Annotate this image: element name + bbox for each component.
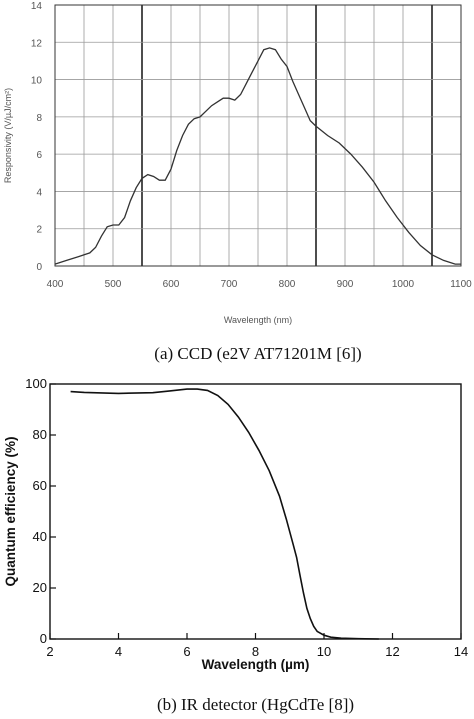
x-tick-label: 6 xyxy=(183,644,190,659)
y-tick-label: 12 xyxy=(31,38,43,49)
x-axis-label-a: Wavelength (nm) xyxy=(224,315,292,325)
x-tick-label: 1000 xyxy=(392,279,415,290)
x-tick-label: 400 xyxy=(47,279,64,290)
x-tick-label: 600 xyxy=(163,279,180,290)
plot-frame-b xyxy=(49,383,462,640)
x-tick-label: 12 xyxy=(385,644,399,659)
y-tick-label: 100 xyxy=(25,376,47,391)
y-axis-label-b: Quantum efficiency (%) xyxy=(3,436,18,586)
x-axis-label-b: Wavelength (µm) xyxy=(202,657,310,672)
ticks-a: 400 500 600 700 800 900 1000 1100 0 2 4 6 8 10 12 14 xyxy=(31,1,472,290)
x-tick-label: 1100 xyxy=(450,279,472,290)
x-tick-label: 14 xyxy=(454,644,468,659)
x-tick-label: 800 xyxy=(279,279,296,290)
y-axis-label-a: Responsivity (V/µJ/cm²) xyxy=(3,88,13,183)
y-tick-label: 80 xyxy=(33,427,47,442)
responsivity-curve xyxy=(54,47,461,265)
y-tick-label: 40 xyxy=(33,529,47,544)
x-tick-label: 4 xyxy=(115,644,122,659)
y-tick-label: 6 xyxy=(36,150,42,161)
x-tick-label: 2 xyxy=(46,644,53,659)
y-tick-label: 10 xyxy=(31,76,43,87)
chart-ir-quantum-efficiency: 2 4 6 8 10 12 14 0 20 40 60 80 100 Wavelength (µm) Q… xyxy=(3,376,468,714)
y-tick-label: 4 xyxy=(36,187,42,198)
y-tick-label: 2 xyxy=(36,225,42,236)
x-tick-label: 700 xyxy=(221,279,238,290)
y-tick-label: 60 xyxy=(33,478,47,493)
ticks-b: 2 4 6 8 10 12 14 0 20 40 60 80 100 xyxy=(25,376,468,659)
y-tick-label: 8 xyxy=(36,113,42,124)
chart-ccd-responsivity: 400 500 600 700 800 900 1000 1100 0 2 4 6 8 10 12 14 Wa… xyxy=(3,1,472,363)
x-tick-label: 500 xyxy=(105,279,122,290)
caption-a: (a) CCD (e2V AT71201M [6]) xyxy=(154,344,361,363)
x-tick-label: 900 xyxy=(337,279,354,290)
plot-frame-a xyxy=(54,4,462,267)
grid-a xyxy=(55,5,461,266)
quantum-efficiency-curve xyxy=(70,388,379,640)
y-tick-label: 14 xyxy=(31,1,43,12)
x-tick-label: 8 xyxy=(252,644,259,659)
y-tick-label: 20 xyxy=(33,580,47,595)
caption-b: (b) IR detector (HgCdTe [8]) xyxy=(157,695,354,714)
x-tick-label: 10 xyxy=(317,644,331,659)
y-tick-label: 0 xyxy=(40,631,47,646)
y-tick-label: 0 xyxy=(36,262,42,273)
